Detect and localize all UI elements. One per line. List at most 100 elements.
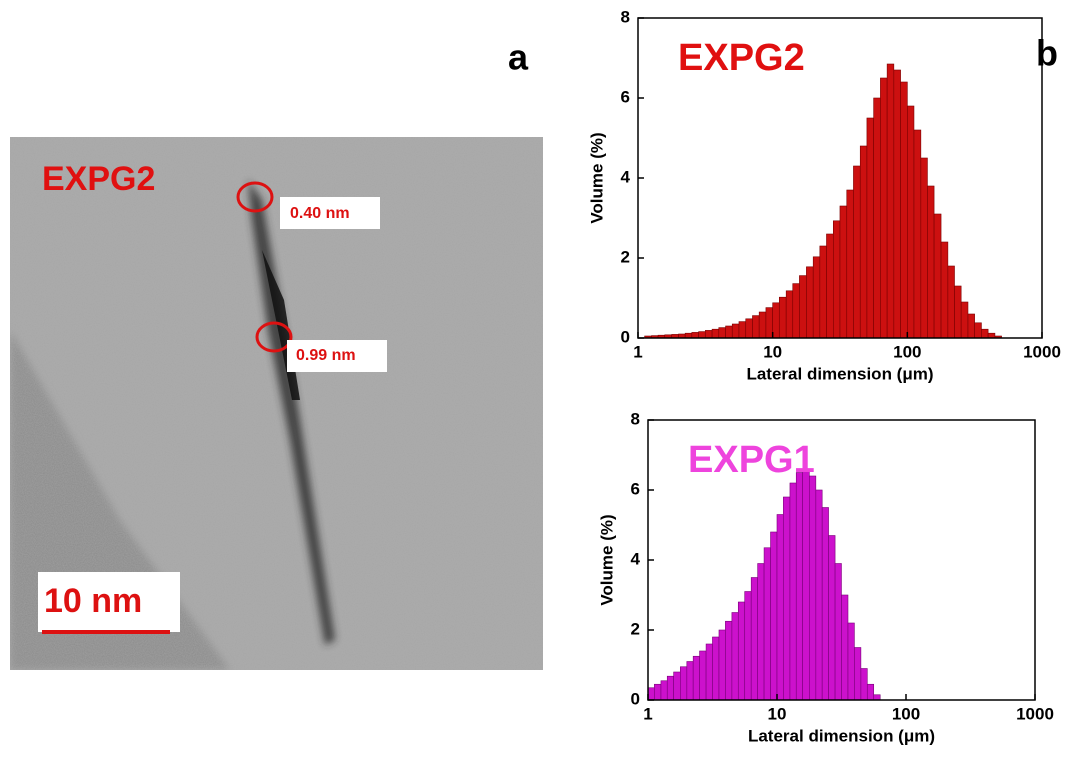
scale-bar-label: 10 nm: [44, 582, 142, 620]
bar: [757, 563, 765, 701]
bar: [673, 671, 681, 701]
y-tick-label: 4: [631, 549, 641, 568]
x-tick-label: 1: [643, 704, 652, 723]
y-tick-label: 4: [621, 167, 631, 186]
bar: [752, 315, 760, 339]
bar: [698, 331, 706, 339]
bar: [647, 687, 655, 701]
bar: [763, 547, 771, 701]
bar: [654, 683, 662, 701]
bar: [853, 165, 861, 339]
y-tick-label: 6: [631, 479, 640, 498]
bar: [834, 563, 842, 701]
bar: [692, 655, 700, 701]
y-tick-label: 6: [621, 87, 630, 106]
bar: [866, 683, 875, 701]
bar: [704, 330, 713, 339]
bar: [731, 612, 739, 701]
bar: [666, 675, 674, 701]
bar: [745, 318, 753, 339]
x-axis-label: Lateral dimension (μm): [748, 726, 935, 745]
chart-title: EXPG2: [678, 37, 805, 79]
bar: [783, 496, 791, 701]
bar: [927, 185, 935, 339]
panel-label: b: [1036, 33, 1058, 74]
x-tick-label: 10: [763, 342, 782, 361]
bar: [711, 328, 720, 339]
bar: [947, 265, 955, 339]
bar: [718, 629, 726, 701]
annotation-box: [287, 340, 387, 372]
y-tick-label: 8: [631, 409, 640, 428]
bar: [686, 661, 694, 701]
bar: [839, 205, 848, 339]
x-tick-label: 10: [768, 704, 787, 723]
scale-bar-box: [38, 572, 180, 632]
chart-title: EXPG1: [688, 439, 815, 481]
bar: [846, 189, 854, 339]
bar: [725, 325, 733, 339]
bar: [826, 233, 834, 339]
bar: [758, 311, 767, 339]
bar: [815, 489, 823, 701]
bar: [893, 69, 901, 339]
x-tick-label: 100: [892, 704, 920, 723]
bar: [699, 650, 707, 701]
y-axis-label: Volume (%): [597, 514, 616, 605]
bar: [691, 332, 699, 339]
bar: [705, 643, 713, 701]
y-tick-label: 0: [621, 327, 630, 346]
bar: [718, 327, 726, 339]
image-label: EXPG2: [42, 160, 155, 198]
x-tick-label: 100: [893, 342, 921, 361]
bar: [841, 594, 849, 701]
bar: [806, 266, 814, 339]
bar: [880, 77, 888, 339]
bar: [680, 666, 688, 701]
annotation-box: [280, 197, 380, 229]
bar: [967, 313, 975, 339]
y-tick-label: 2: [621, 247, 630, 266]
bar: [854, 647, 862, 701]
annotation: 0.40 nm: [290, 205, 350, 222]
bar: [776, 514, 784, 701]
bar: [859, 145, 868, 339]
bar: [799, 275, 807, 339]
y-tick-label: 0: [631, 689, 640, 708]
bar: [795, 472, 803, 701]
bar: [819, 245, 827, 339]
bar: [770, 531, 778, 701]
bar: [907, 105, 915, 339]
bar: [860, 668, 868, 701]
bar: [792, 283, 800, 339]
bar: [738, 321, 747, 339]
annotation: 0.99 nm: [296, 347, 356, 364]
bar: [765, 307, 773, 339]
x-tick-label: 1000: [1016, 704, 1054, 723]
bar: [913, 129, 922, 339]
bar: [725, 620, 733, 701]
bar: [712, 636, 720, 701]
bar: [809, 475, 817, 701]
bar: [900, 81, 908, 339]
bar: [920, 157, 928, 339]
bar: [737, 601, 746, 701]
bar: [974, 322, 982, 339]
bar: [954, 285, 962, 339]
bar: [847, 622, 855, 701]
bar: [886, 63, 895, 339]
bar: [660, 680, 668, 701]
bar: [960, 301, 969, 339]
panel-label: a: [508, 37, 529, 78]
bar: [802, 470, 810, 701]
bar: [866, 117, 874, 339]
bar: [821, 507, 829, 701]
bar: [744, 591, 752, 701]
bar: [873, 694, 881, 701]
x-axis-label: Lateral dimension (μm): [746, 364, 933, 383]
bar: [812, 256, 821, 339]
x-tick-label: 1: [633, 342, 642, 361]
bar: [873, 97, 881, 339]
highlight-circle: [236, 181, 274, 213]
